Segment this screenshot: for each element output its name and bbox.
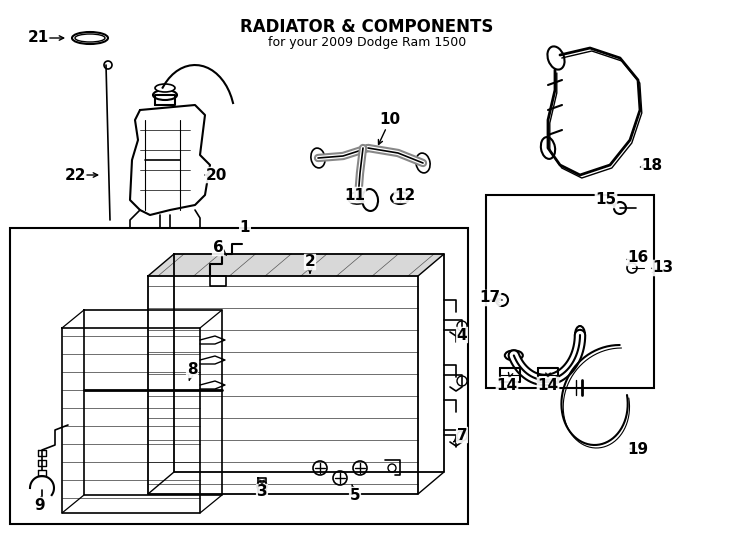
Text: 11: 11	[344, 187, 366, 202]
Circle shape	[457, 431, 467, 441]
Ellipse shape	[155, 84, 175, 92]
Text: 17: 17	[479, 291, 501, 306]
Text: 14: 14	[496, 377, 517, 393]
Text: 14: 14	[537, 377, 559, 393]
Text: 7: 7	[457, 428, 468, 442]
Text: 1: 1	[240, 220, 250, 235]
Text: 12: 12	[394, 187, 415, 202]
Text: 19: 19	[628, 442, 649, 457]
Ellipse shape	[548, 46, 564, 70]
Text: 16: 16	[628, 251, 649, 266]
Ellipse shape	[153, 90, 177, 100]
Text: 18: 18	[642, 158, 663, 172]
Ellipse shape	[72, 32, 108, 44]
Polygon shape	[500, 368, 520, 382]
Text: for your 2009 Dodge Ram 1500: for your 2009 Dodge Ram 1500	[268, 36, 466, 49]
Circle shape	[333, 471, 347, 485]
Circle shape	[496, 294, 508, 306]
Text: 8: 8	[186, 362, 197, 377]
Polygon shape	[155, 95, 175, 105]
Text: 20: 20	[206, 167, 227, 183]
Ellipse shape	[575, 326, 585, 344]
Bar	[486, 195, 654, 388]
Text: 3: 3	[257, 484, 267, 500]
Circle shape	[104, 61, 112, 69]
Circle shape	[388, 464, 396, 472]
Circle shape	[614, 202, 626, 214]
Text: 10: 10	[379, 112, 401, 127]
Text: 21: 21	[27, 30, 48, 45]
Polygon shape	[130, 105, 210, 215]
Circle shape	[257, 481, 267, 491]
Ellipse shape	[348, 192, 368, 204]
Circle shape	[457, 376, 467, 386]
Text: 22: 22	[65, 167, 86, 183]
Text: 9: 9	[34, 497, 46, 512]
Polygon shape	[148, 254, 444, 276]
Circle shape	[457, 321, 467, 331]
Text: 6: 6	[213, 240, 223, 255]
Text: 4: 4	[457, 327, 468, 342]
Ellipse shape	[75, 34, 105, 42]
Polygon shape	[538, 368, 558, 382]
Ellipse shape	[416, 153, 430, 173]
Ellipse shape	[311, 148, 325, 168]
Ellipse shape	[391, 192, 409, 204]
Text: RADIATOR & COMPONENTS: RADIATOR & COMPONENTS	[240, 18, 494, 36]
Text: 5: 5	[349, 488, 360, 503]
Circle shape	[313, 461, 327, 475]
Text: 13: 13	[653, 260, 674, 275]
Circle shape	[627, 263, 637, 273]
Text: 15: 15	[595, 192, 617, 207]
Ellipse shape	[362, 189, 378, 211]
Ellipse shape	[541, 137, 555, 159]
Bar	[10, 228, 468, 524]
Text: 2: 2	[305, 254, 316, 269]
Circle shape	[353, 461, 367, 475]
Ellipse shape	[505, 350, 523, 360]
